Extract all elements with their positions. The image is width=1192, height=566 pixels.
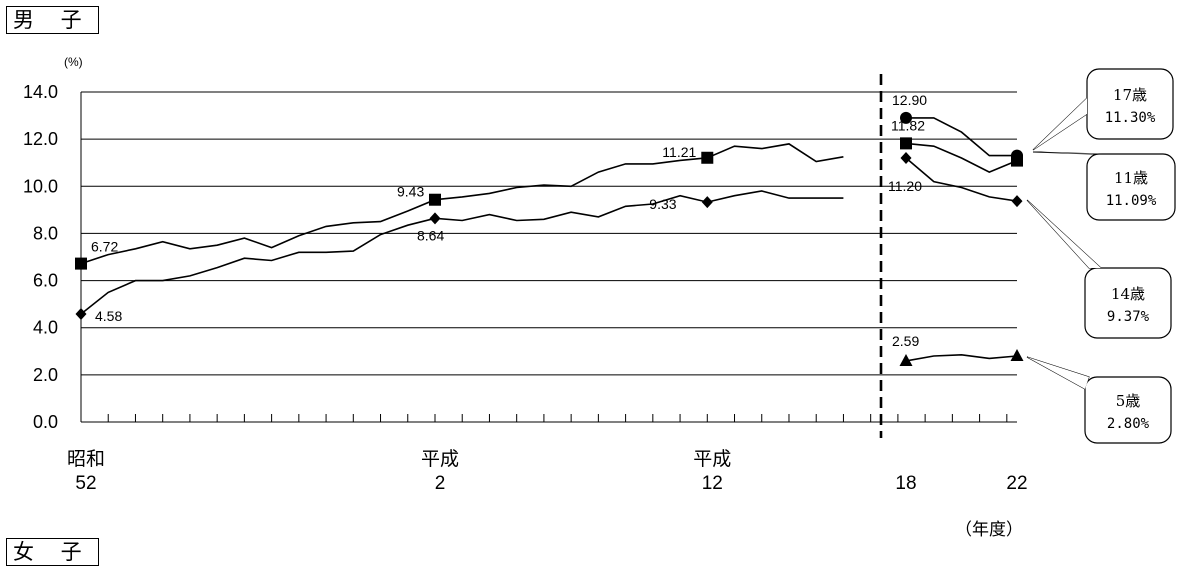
data-label: 9.43 [397, 184, 424, 200]
series-line [905, 353, 1018, 362]
x-axis-label-year: 2 [435, 473, 446, 494]
series-line [906, 117, 1017, 157]
x-axis-label-year: 18 [895, 473, 916, 494]
square-marker [428, 193, 441, 206]
callout-box [1084, 267, 1172, 339]
data-label: 6.72 [91, 239, 118, 255]
x-axis-label-era: 平成 [421, 448, 459, 470]
x-unit-label: （年度） [955, 520, 1023, 540]
callout-box [1084, 376, 1172, 444]
y-tick-label: 2.0 [33, 365, 58, 385]
data-label: 12.90 [892, 92, 927, 108]
square-marker [1011, 154, 1023, 167]
square-marker [701, 151, 714, 164]
line-chart: (%) 0.0 2.0 4.0 6.0 8.0 10.0 12.0 14.0 昭和 52 平成 2 平成 1… [23, 55, 1176, 494]
x-axis-label-era: 平成 [693, 448, 731, 470]
data-label: 9.33 [649, 196, 676, 212]
series-line [905, 142, 1018, 173]
callout-pointer-fill [1027, 357, 1089, 389]
data-label: 11.20 [888, 178, 922, 194]
callout-value: 9.37% [1107, 309, 1150, 325]
data-label: 11.21 [662, 144, 696, 160]
diamond-marker [701, 196, 713, 209]
callout-box [1086, 153, 1176, 221]
circle-marker [900, 111, 912, 124]
callout-box [1086, 68, 1174, 140]
y-tick-label: 10.0 [23, 176, 58, 196]
square-marker [75, 257, 87, 270]
callout-pointer-fill [1027, 200, 1101, 268]
series-line [80, 143, 844, 265]
y-tick-label: 8.0 [33, 223, 58, 243]
data-label: 4.58 [95, 308, 122, 324]
callout-age: 11歳 [1114, 169, 1148, 187]
x-axis-label-year: 22 [1006, 473, 1027, 494]
callout-age: 5歳 [1116, 392, 1141, 410]
diamond-marker [429, 212, 441, 225]
diamond-marker [900, 152, 912, 164]
callout-age: 17歳 [1113, 86, 1147, 104]
panel-title: 男 子 [6, 6, 99, 34]
y-tick-label: 6.0 [33, 271, 58, 291]
triangle-marker [1010, 349, 1024, 361]
callout-age: 14歳 [1111, 285, 1145, 303]
y-tick-label: 0.0 [33, 412, 58, 432]
data-label: 8.64 [417, 227, 444, 243]
y-tick-label: 4.0 [33, 318, 58, 338]
square-marker [900, 137, 912, 150]
callout-value: 11.09% [1106, 193, 1157, 209]
callout-pointer-fill [1033, 152, 1103, 154]
diamond-marker [75, 308, 87, 321]
series-line [80, 190, 844, 315]
x-axis-label-year: 52 [75, 473, 96, 494]
triangle-marker [899, 353, 913, 366]
x-axis-label-era: 昭和 [67, 448, 105, 470]
callout-pointer-fill [1033, 98, 1087, 150]
diamond-marker [1011, 195, 1023, 208]
callout-value: 2.80% [1107, 416, 1150, 432]
data-label: 2.59 [892, 333, 919, 349]
y-tick-label: 12.0 [23, 129, 58, 149]
y-tick-label: 14.0 [23, 82, 58, 102]
y-unit-label: (%) [64, 55, 83, 69]
callout-value: 11.30% [1105, 110, 1156, 126]
x-axis-label-year: 12 [702, 473, 723, 494]
data-label: 11.82 [891, 117, 925, 133]
series-line [905, 157, 1018, 202]
